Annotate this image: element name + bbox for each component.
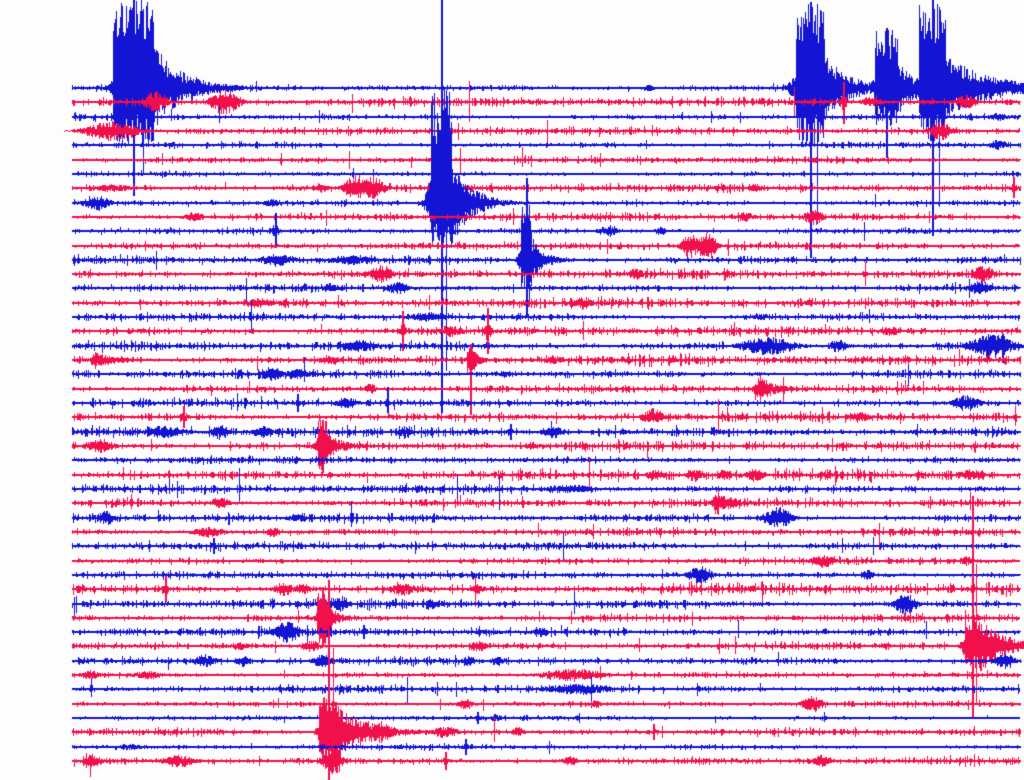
- seismogram-canvas: [0, 0, 1024, 780]
- helicorder-screen: HP Gura Applied filter: SSN-SP 2025-11-1…: [0, 0, 1024, 780]
